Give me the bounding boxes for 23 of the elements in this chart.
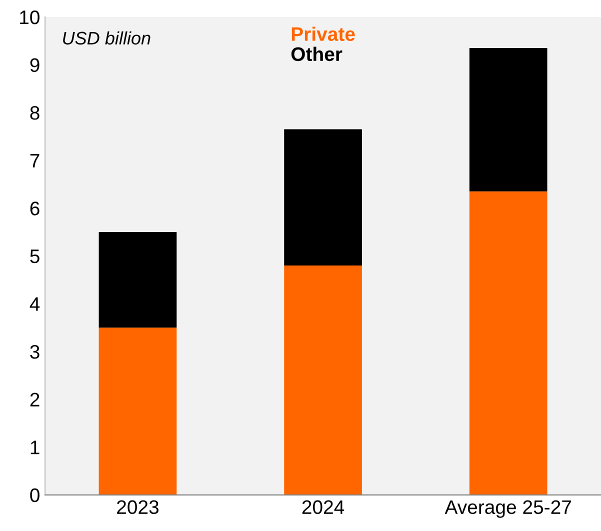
y-tick-label: 9 <box>30 58 40 72</box>
y-tick-label: 0 <box>30 488 40 502</box>
text: Other <box>291 46 342 62</box>
bar <box>284 129 362 266</box>
x-tick-label: 2024 <box>302 500 344 514</box>
y-tick-label: 3 <box>30 344 40 359</box>
x-tick-label: 2023 <box>117 500 159 514</box>
y-tick-label: 5 <box>30 250 40 264</box>
bar <box>284 266 362 495</box>
y-tick-label: 7 <box>30 154 40 168</box>
bar <box>98 232 177 328</box>
y-tick-label: 1 <box>30 440 40 454</box>
y-tick-label: 8 <box>30 106 40 120</box>
y-tick-label: 4 <box>30 297 40 311</box>
bar <box>98 328 177 495</box>
text: Private <box>292 26 355 41</box>
y-tick-label: 10 <box>20 10 40 24</box>
y-tick-label: 2 <box>30 392 40 406</box>
annotation: USD billion <box>63 31 150 45</box>
bar <box>469 191 548 495</box>
y-tick-label: 6 <box>30 202 40 216</box>
x-tick-label: Average 25-27 <box>444 500 571 518</box>
bar <box>469 48 548 192</box>
